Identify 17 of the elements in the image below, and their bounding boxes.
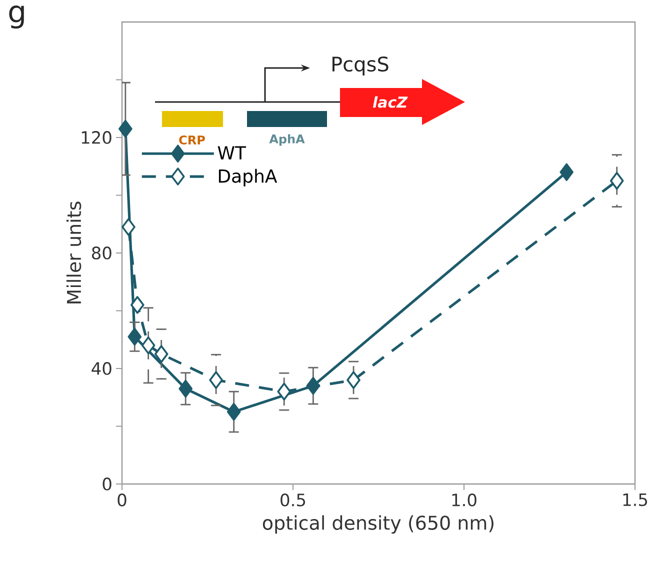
y-tick-label: 80 xyxy=(92,246,112,260)
x-tick-label: 1.5 xyxy=(623,494,648,506)
annotation: CRP xyxy=(179,135,205,145)
legend-label: DaphA xyxy=(218,168,278,186)
annotation: lacZ xyxy=(372,96,408,108)
annotation: PcqsS xyxy=(332,56,388,76)
x-axis-title: optical density (650 nm) xyxy=(262,515,494,534)
x-tick-label: 1.0 xyxy=(452,494,476,506)
x-tick-label: 0.5 xyxy=(280,494,306,506)
y-tick-label: 120 xyxy=(82,131,112,144)
y-tick-label: 40 xyxy=(92,362,112,375)
y-tick-label: 0 xyxy=(102,478,112,490)
annotation: AphA xyxy=(269,134,305,146)
x-tick-label: 0 xyxy=(118,494,126,506)
legend-label: WT xyxy=(218,146,246,160)
y-axis-title: Miller units xyxy=(66,202,82,304)
text: g xyxy=(9,6,24,29)
